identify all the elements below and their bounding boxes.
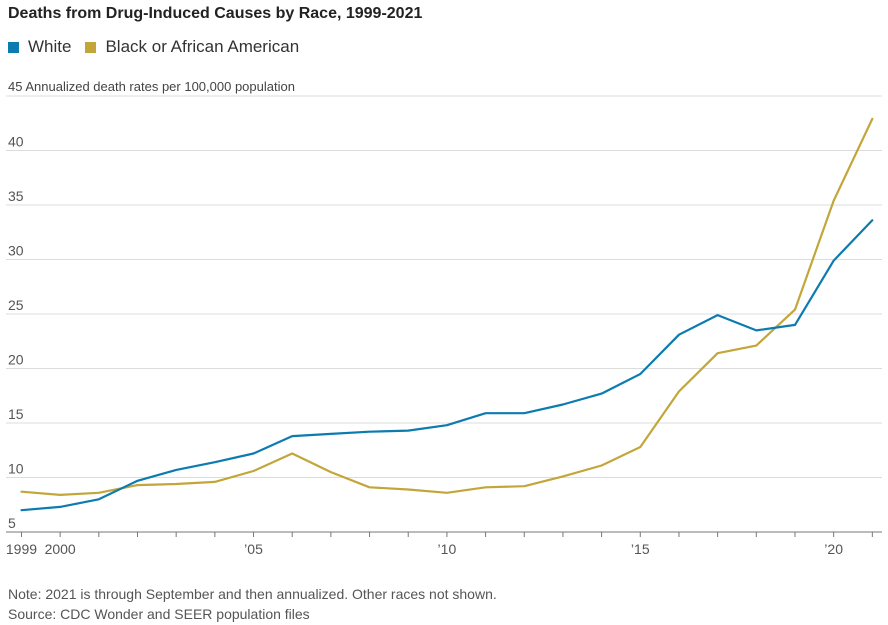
y-tick-label: 35 xyxy=(8,188,24,204)
y-tick-label: 15 xyxy=(8,406,24,422)
y-axis-title: 45 Annualized death rates per 100,000 po… xyxy=(8,79,295,94)
y-tick-label: 5 xyxy=(8,515,16,531)
legend-swatch-white xyxy=(8,41,19,53)
legend-label-white: White xyxy=(28,37,72,56)
chart-title: Deaths from Drug-Induced Causes by Race,… xyxy=(8,5,423,22)
y-tick-label: 10 xyxy=(8,461,24,477)
x-tick-label: ’20 xyxy=(824,541,843,557)
footnotes: Note: 2021 is through September and then… xyxy=(8,584,497,624)
source-text: Source: CDC Wonder and SEER population f… xyxy=(8,606,310,622)
x-tick-label: ’10 xyxy=(438,541,457,557)
x-tick-label: 2000 xyxy=(45,541,76,557)
series-line-black xyxy=(20,117,874,496)
note-text: Note: 2021 is through September and then… xyxy=(8,586,497,602)
legend-label-black: Black or African American xyxy=(105,37,300,56)
x-tick-label: ’15 xyxy=(631,541,650,557)
x-tick-label: ’05 xyxy=(244,541,263,557)
y-tick-label: 30 xyxy=(8,243,24,259)
y-tick-label: 20 xyxy=(8,352,24,368)
y-tick-label: 40 xyxy=(8,134,24,150)
x-tick-label: 1999 xyxy=(6,541,37,557)
y-tick-label: 25 xyxy=(8,297,24,313)
series-line-white xyxy=(20,219,874,512)
legend-item-white: White xyxy=(8,37,71,57)
legend-swatch-black xyxy=(85,41,97,53)
legend-item-black: Black or African American xyxy=(85,37,299,57)
legend: White Black or African American xyxy=(8,37,313,57)
